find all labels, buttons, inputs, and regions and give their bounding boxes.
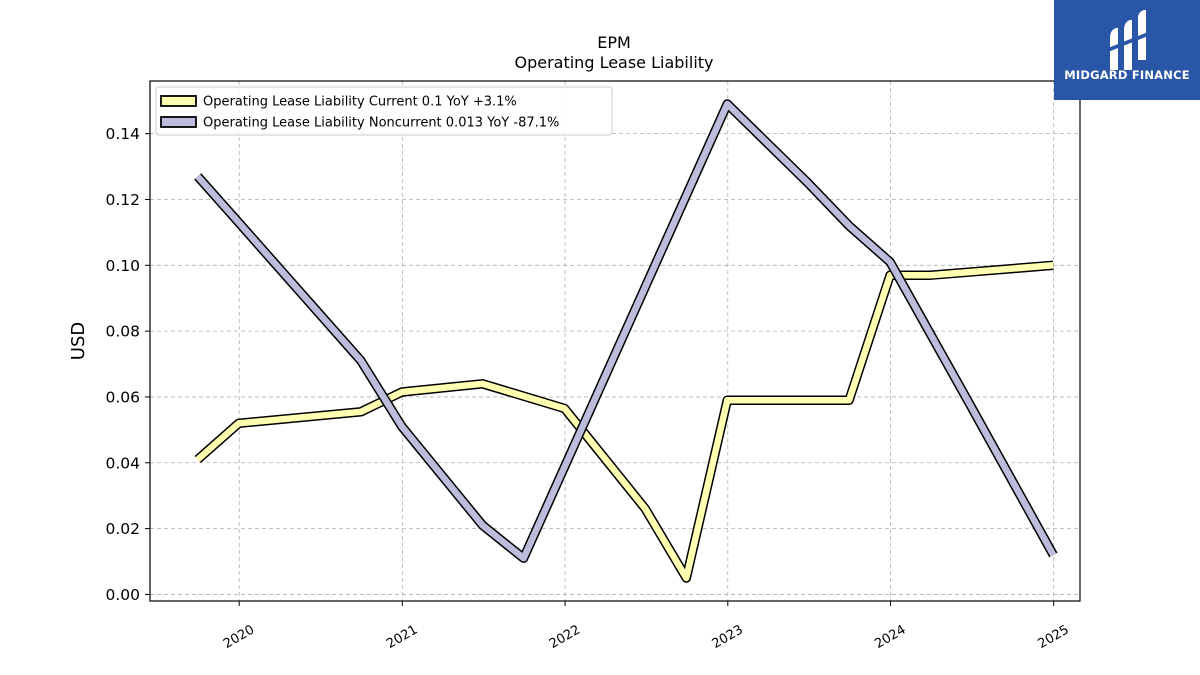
grid (150, 81, 1080, 601)
series-line (195, 262, 1054, 582)
legend-swatch (160, 95, 197, 107)
x-tick-label: 2022 (547, 622, 583, 652)
midgard-finance-logo-icon (1108, 10, 1148, 70)
y-tick-label: 0.06 (105, 388, 140, 406)
chart-subtitle: Operating Lease Liability (514, 53, 713, 72)
legend-label: Operating Lease Liability Noncurrent 0.0… (203, 116, 559, 131)
x-tick-label: 2021 (384, 622, 420, 652)
series-2 (194, 99, 1058, 563)
chart-title: EPM (597, 33, 631, 52)
series-lines (194, 99, 1058, 583)
y-tick-label: 0.02 (105, 520, 140, 538)
brand-logo: MIDGARD FINANCE (1054, 0, 1200, 100)
series-line (195, 100, 1057, 562)
series-line-outline (194, 260, 1054, 583)
y-tick-label: 0.10 (105, 257, 140, 275)
legend-label: Operating Lease Liability Current 0.1 Yo… (203, 95, 517, 110)
x-tick-label: 2024 (872, 622, 908, 652)
legend-swatch (160, 116, 197, 128)
y-tick-label: 0.14 (105, 125, 140, 143)
plot-frame (149, 80, 1081, 602)
x-tick-label: 2025 (1036, 622, 1072, 652)
legend: Operating Lease Liability Current 0.1 Yo… (155, 86, 613, 136)
series-1 (194, 260, 1054, 583)
y-axis-label: USD (68, 322, 89, 360)
legend-box (155, 86, 613, 136)
y-tick-label: 0.00 (105, 586, 140, 604)
logo-text: MIDGARD FINANCE (1064, 68, 1190, 82)
y-tick-label: 0.04 (105, 454, 140, 472)
y-tick-label: 0.08 (105, 323, 140, 341)
x-tick-label: 2023 (710, 622, 746, 652)
x-tick-label: 2020 (221, 622, 257, 652)
axis-ticks: 0.00 0.02 0.04 0.06 0.08 0.10 0.12 0.14 2020 2021… (105, 125, 1071, 652)
y-tick-label: 0.12 (105, 191, 140, 209)
